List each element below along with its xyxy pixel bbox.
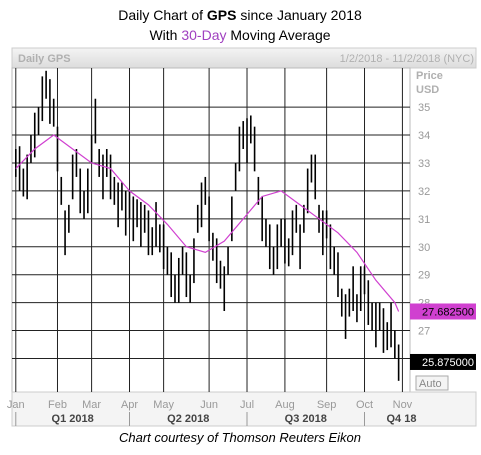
date-range: 1/2/2018 - 11/2/2018 (NYC) xyxy=(340,53,474,65)
subtitle-part: With xyxy=(149,27,181,43)
chart-title: Daily Chart of GPS since January 2018 xyxy=(118,7,362,23)
chart-subtitle: With 30-Day Moving Average xyxy=(149,27,330,43)
axis-label: USD xyxy=(416,84,439,96)
subtitle-part: Moving Average xyxy=(227,27,331,43)
subtitle-part: 30-Day xyxy=(181,27,226,43)
title-part: since January 2018 xyxy=(236,7,362,23)
last-price-box xyxy=(410,353,476,370)
footer: Chart courtesy of Thomson Reuters Eikon xyxy=(119,430,361,445)
last-ma-box xyxy=(410,303,476,320)
last-price-label: 25.875000 xyxy=(422,357,474,369)
y-tick-label: 34 xyxy=(418,130,430,142)
x-axis-area xyxy=(11,391,477,427)
last-ma-label: 27.682500 xyxy=(422,306,474,318)
x-tick-label: Oct xyxy=(356,399,373,411)
x-tick-label: May xyxy=(153,399,174,411)
quarter-label: Q4 18 xyxy=(387,413,417,425)
x-tick-label: Nov xyxy=(393,399,413,411)
x-tick-label: Jul xyxy=(240,399,254,411)
quarter-label: Q1 2018 xyxy=(52,413,94,425)
y-tick-label: 29 xyxy=(418,270,430,282)
y-tick-label: 27 xyxy=(418,326,430,338)
quarter-label: Q2 2018 xyxy=(167,413,209,425)
moving-average-line xyxy=(15,134,400,312)
x-tick-label: Jun xyxy=(200,399,218,411)
x-tick-label: Sep xyxy=(317,399,337,411)
x-tick-label: Mar xyxy=(82,399,101,411)
axis-label: Price xyxy=(416,70,443,82)
x-tick-label: Apr xyxy=(121,399,138,411)
y-tick-label: 33 xyxy=(418,158,430,170)
auto-button[interactable] xyxy=(415,375,449,391)
plot-area xyxy=(11,67,411,393)
title-part: GPS xyxy=(207,7,237,23)
title-part: Daily Chart of xyxy=(118,7,207,23)
x-tick-label: Feb xyxy=(48,399,67,411)
x-tick-label: Aug xyxy=(275,399,295,411)
y-tick-label: 31 xyxy=(418,214,430,226)
auto-button-label[interactable]: Auto xyxy=(419,378,442,390)
panel-label: Daily GPS xyxy=(18,53,71,65)
y-tick-label: 35 xyxy=(418,102,430,114)
y-tick-label: 30 xyxy=(418,242,430,254)
quarter-label: Q3 2018 xyxy=(285,413,327,425)
x-tick-label: Jan xyxy=(7,399,25,411)
y-tick-label: 32 xyxy=(418,186,430,198)
